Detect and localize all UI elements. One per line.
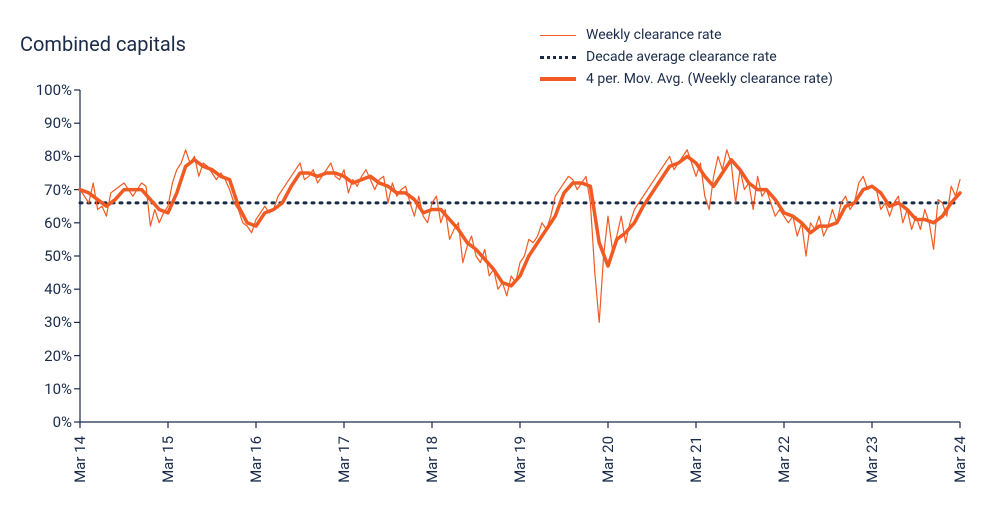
legend-line-thick bbox=[540, 77, 576, 81]
legend-swatch bbox=[540, 35, 576, 36]
legend-item: Decade average clearance rate bbox=[540, 46, 833, 68]
y-tick-label: 70% bbox=[44, 181, 72, 199]
series-weekly_clearance_rate bbox=[80, 150, 960, 323]
plot-area: 0%10%20%30%40%50%60%70%80%90%100%Mar 14M… bbox=[80, 90, 960, 422]
x-tick-label: Mar 18 bbox=[423, 436, 441, 483]
y-tick-label: 60% bbox=[44, 214, 72, 232]
x-tick-label: Mar 24 bbox=[951, 436, 969, 483]
legend-item: 4 per. Mov. Avg. (Weekly clearance rate) bbox=[540, 68, 833, 90]
legend: Weekly clearance rate Decade average cle… bbox=[540, 24, 833, 90]
x-tick-label: Mar 16 bbox=[247, 436, 265, 483]
series-mov_avg_4 bbox=[80, 156, 960, 285]
chart-svg bbox=[80, 90, 960, 434]
legend-line-thin bbox=[540, 35, 576, 36]
x-tick-label: Mar 15 bbox=[159, 436, 177, 483]
legend-label: Decade average clearance rate bbox=[586, 49, 777, 65]
y-tick-label: 40% bbox=[44, 280, 72, 298]
y-tick-label: 0% bbox=[53, 413, 72, 431]
legend-label: 4 per. Mov. Avg. (Weekly clearance rate) bbox=[586, 71, 833, 87]
legend-label: Weekly clearance rate bbox=[586, 27, 722, 43]
x-tick-label: Mar 19 bbox=[511, 436, 529, 483]
y-tick-label: 20% bbox=[44, 347, 72, 365]
x-tick-label: Mar 23 bbox=[863, 436, 881, 483]
legend-item: Weekly clearance rate bbox=[540, 24, 833, 46]
legend-swatch bbox=[540, 56, 576, 59]
x-tick-label: Mar 14 bbox=[71, 436, 89, 483]
y-tick-label: 90% bbox=[44, 114, 72, 132]
y-tick-label: 30% bbox=[44, 313, 72, 331]
x-tick-label: Mar 20 bbox=[599, 436, 617, 483]
x-tick-label: Mar 17 bbox=[335, 436, 353, 483]
x-tick-label: Mar 21 bbox=[687, 436, 705, 483]
legend-line-dot bbox=[540, 56, 576, 59]
y-tick-label: 50% bbox=[44, 247, 72, 265]
chart-title: Combined capitals bbox=[20, 32, 186, 56]
x-tick-label: Mar 22 bbox=[775, 436, 793, 483]
chart-container: Combined capitals Weekly clearance rate … bbox=[0, 0, 990, 526]
y-tick-label: 10% bbox=[44, 380, 72, 398]
y-tick-label: 80% bbox=[44, 147, 72, 165]
legend-swatch bbox=[540, 77, 576, 81]
y-tick-label: 100% bbox=[36, 81, 72, 99]
